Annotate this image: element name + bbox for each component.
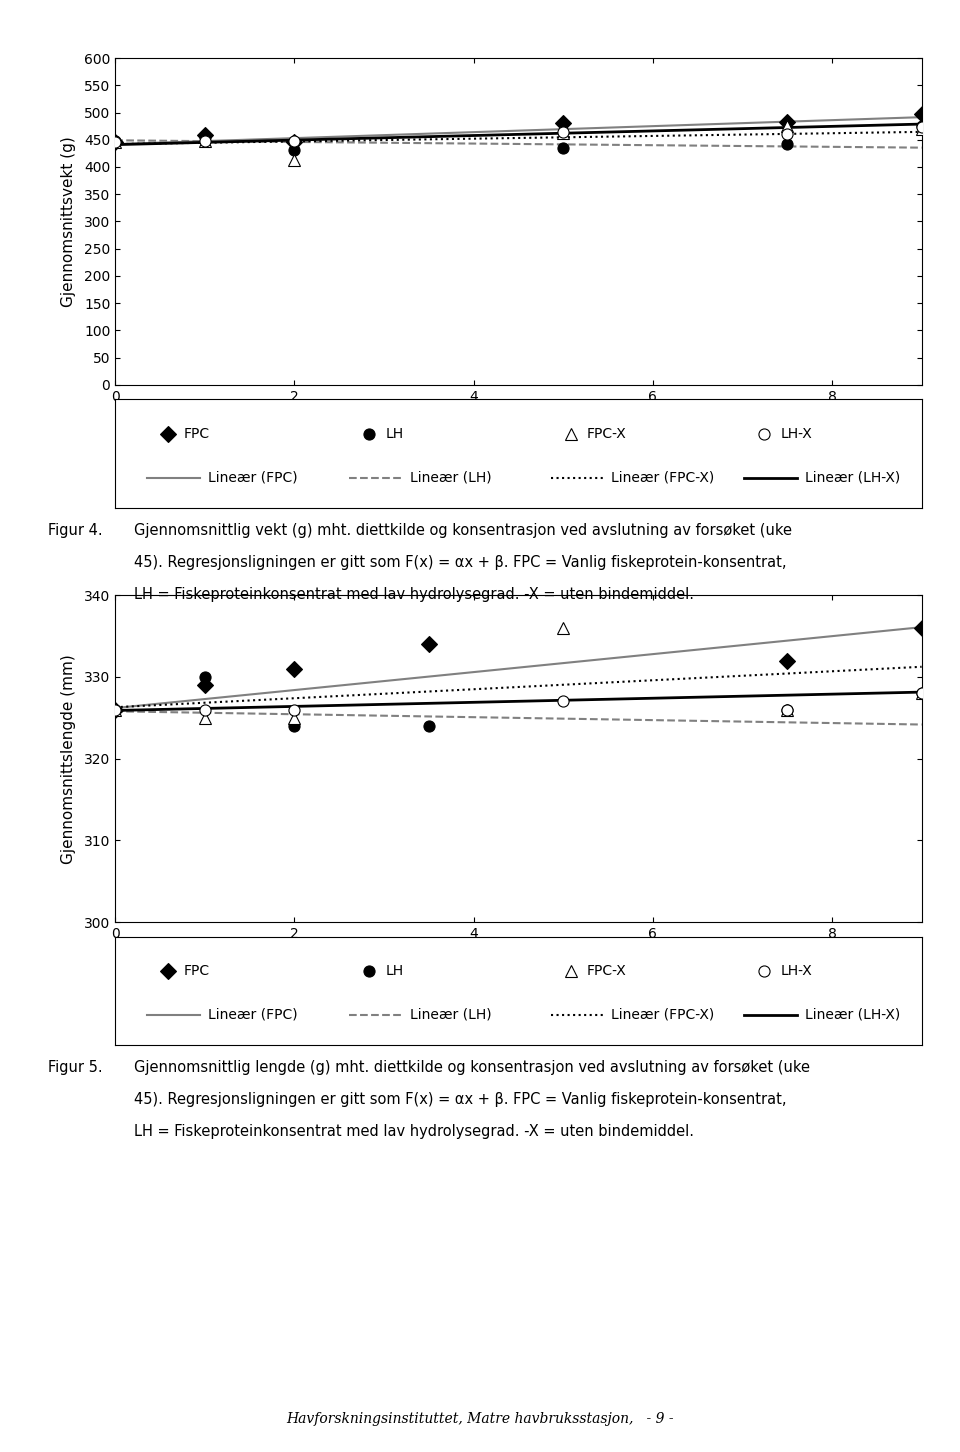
Text: LH: LH [385, 427, 403, 441]
Text: 45). Regresjonsligningen er gitt som F(x) = αx + β. FPC = Vanlig fiskeprotein-ko: 45). Regresjonsligningen er gitt som F(x… [134, 1092, 787, 1106]
Y-axis label: Gjennomsnittslengde (mm): Gjennomsnittslengde (mm) [60, 653, 76, 864]
Text: Lineær (FPC): Lineær (FPC) [208, 1008, 298, 1022]
Text: Lineær (LH): Lineær (LH) [410, 1008, 492, 1022]
Text: LH-X: LH-X [780, 427, 812, 441]
Y-axis label: Gjennomsnittsvekt (g): Gjennomsnittsvekt (g) [60, 136, 76, 306]
Text: Gjennomsnittlig lengde (g) mht. diettkilde og konsentrasjon ved avslutning av fo: Gjennomsnittlig lengde (g) mht. diettkil… [134, 1060, 810, 1074]
Text: Lineær (LH-X): Lineær (LH-X) [804, 470, 900, 485]
Text: Lineær (FPC-X): Lineær (FPC-X) [612, 1008, 714, 1022]
Text: Lineær (FPC): Lineær (FPC) [208, 470, 298, 485]
Text: FPC: FPC [183, 427, 210, 441]
Text: Havforskningsinstituttet, Matre havbruksstasjon,   - 9 -: Havforskningsinstituttet, Matre havbruks… [286, 1411, 674, 1426]
Text: LH = Fiskeproteinkonsentrat med lav hydrolysegrad. -X = uten bindemiddel.: LH = Fiskeproteinkonsentrat med lav hydr… [134, 1124, 694, 1138]
Text: FPC: FPC [183, 964, 210, 979]
X-axis label: Konsentrasjon: Konsentrasjon [465, 950, 572, 964]
Text: 45). Regresjonsligningen er gitt som F(x) = αx + β. FPC = Vanlig fiskeprotein-ko: 45). Regresjonsligningen er gitt som F(x… [134, 555, 787, 569]
Text: Lineær (LH-X): Lineær (LH-X) [804, 1008, 900, 1022]
X-axis label: Konsentrasjon: Konsentrasjon [465, 412, 572, 427]
Text: LH-X: LH-X [780, 964, 812, 979]
Text: Figur 5.: Figur 5. [48, 1060, 103, 1074]
Text: Figur 4.: Figur 4. [48, 523, 103, 537]
Text: LH: LH [385, 964, 403, 979]
Text: FPC-X: FPC-X [587, 427, 627, 441]
Text: Gjennomsnittlig vekt (g) mht. diettkilde og konsentrasjon ved avslutning av fors: Gjennomsnittlig vekt (g) mht. diettkilde… [134, 523, 792, 537]
Text: Lineær (FPC-X): Lineær (FPC-X) [612, 470, 714, 485]
Text: FPC-X: FPC-X [587, 964, 627, 979]
Text: LH = Fiskeproteinkonsentrat med lav hydrolysegrad. -X = uten bindemiddel.: LH = Fiskeproteinkonsentrat med lav hydr… [134, 587, 694, 601]
Text: Lineær (LH): Lineær (LH) [410, 470, 492, 485]
